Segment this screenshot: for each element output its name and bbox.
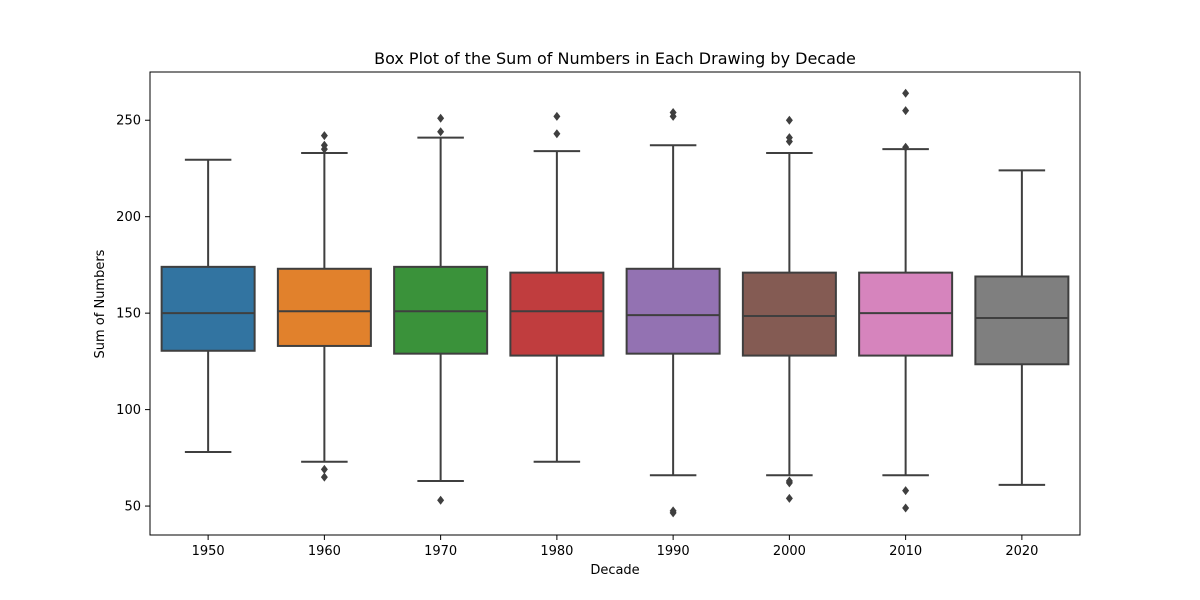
y-tick-label: 150	[116, 307, 141, 322]
x-axis: 1950 1960 1970 1980 1990 2000 2010 2020	[192, 535, 1038, 559]
outlier-point	[320, 140, 328, 150]
iqr-box	[509, 271, 605, 357]
outlier-point	[320, 131, 328, 141]
outlier-point	[785, 115, 793, 125]
outlier-point	[902, 486, 910, 496]
box-1990	[625, 108, 721, 518]
outlier-point	[553, 111, 561, 121]
y-tick-label: 50	[124, 500, 141, 515]
outlier-point	[320, 472, 328, 482]
box-1980	[509, 111, 605, 463]
x-tick-label: 1980	[540, 544, 573, 559]
outlier-point	[785, 476, 793, 486]
plot-area	[160, 88, 1070, 518]
x-tick-label: 1970	[424, 544, 457, 559]
y-axis-label: Sum of Numbers	[93, 249, 108, 358]
x-axis-label: Decade	[590, 563, 639, 578]
outlier-point	[902, 88, 910, 98]
x-tick-label: 1960	[308, 544, 341, 559]
plot-frame	[149, 71, 1081, 536]
outlier-point	[437, 113, 445, 123]
y-tick-label: 100	[116, 403, 141, 418]
box-2020	[974, 169, 1070, 486]
box-2000	[741, 115, 837, 503]
x-tick-label: 1950	[192, 544, 225, 559]
box-2010	[858, 88, 954, 513]
box-1950	[160, 158, 256, 454]
x-tick-label: 2000	[773, 544, 806, 559]
outlier-point	[669, 506, 677, 516]
chart-title: Box Plot of the Sum of Numbers in Each D…	[374, 49, 856, 68]
iqr-box	[974, 275, 1070, 366]
outlier-point	[902, 142, 910, 152]
outlier-point	[785, 133, 793, 143]
outlier-point	[437, 127, 445, 137]
outlier-point	[902, 503, 910, 513]
x-tick-label: 2010	[889, 544, 922, 559]
y-tick-label: 250	[116, 114, 141, 129]
outlier-point	[437, 495, 445, 505]
iqr-box	[276, 267, 372, 347]
outlier-point	[320, 464, 328, 474]
y-axis: 50 100 150 200 250	[116, 114, 150, 515]
outlier-point	[553, 129, 561, 139]
outlier-point	[669, 108, 677, 118]
box-1960	[276, 131, 372, 482]
outlier-point	[902, 106, 910, 116]
iqr-box	[741, 271, 837, 357]
outlier-point	[785, 493, 793, 503]
iqr-box	[625, 267, 721, 355]
y-tick-label: 200	[116, 210, 141, 225]
x-tick-label: 1990	[657, 544, 690, 559]
box-1970	[393, 113, 489, 505]
x-tick-label: 2020	[1005, 544, 1038, 559]
iqr-box	[160, 265, 256, 352]
